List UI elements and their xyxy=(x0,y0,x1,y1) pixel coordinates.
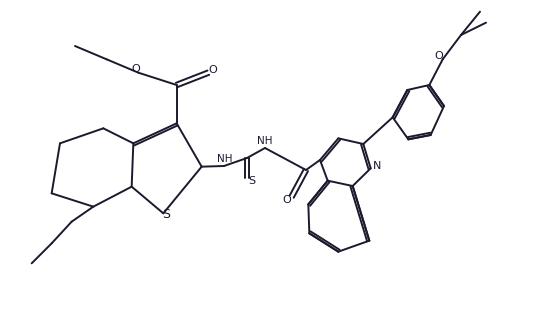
Text: NH: NH xyxy=(258,136,273,146)
Text: O: O xyxy=(282,195,291,205)
Text: O: O xyxy=(208,65,216,75)
Text: O: O xyxy=(435,51,443,61)
Text: O: O xyxy=(131,64,140,74)
Text: S: S xyxy=(249,176,255,186)
Text: N: N xyxy=(372,161,381,171)
Text: NH: NH xyxy=(217,154,233,164)
Text: S: S xyxy=(162,208,170,221)
